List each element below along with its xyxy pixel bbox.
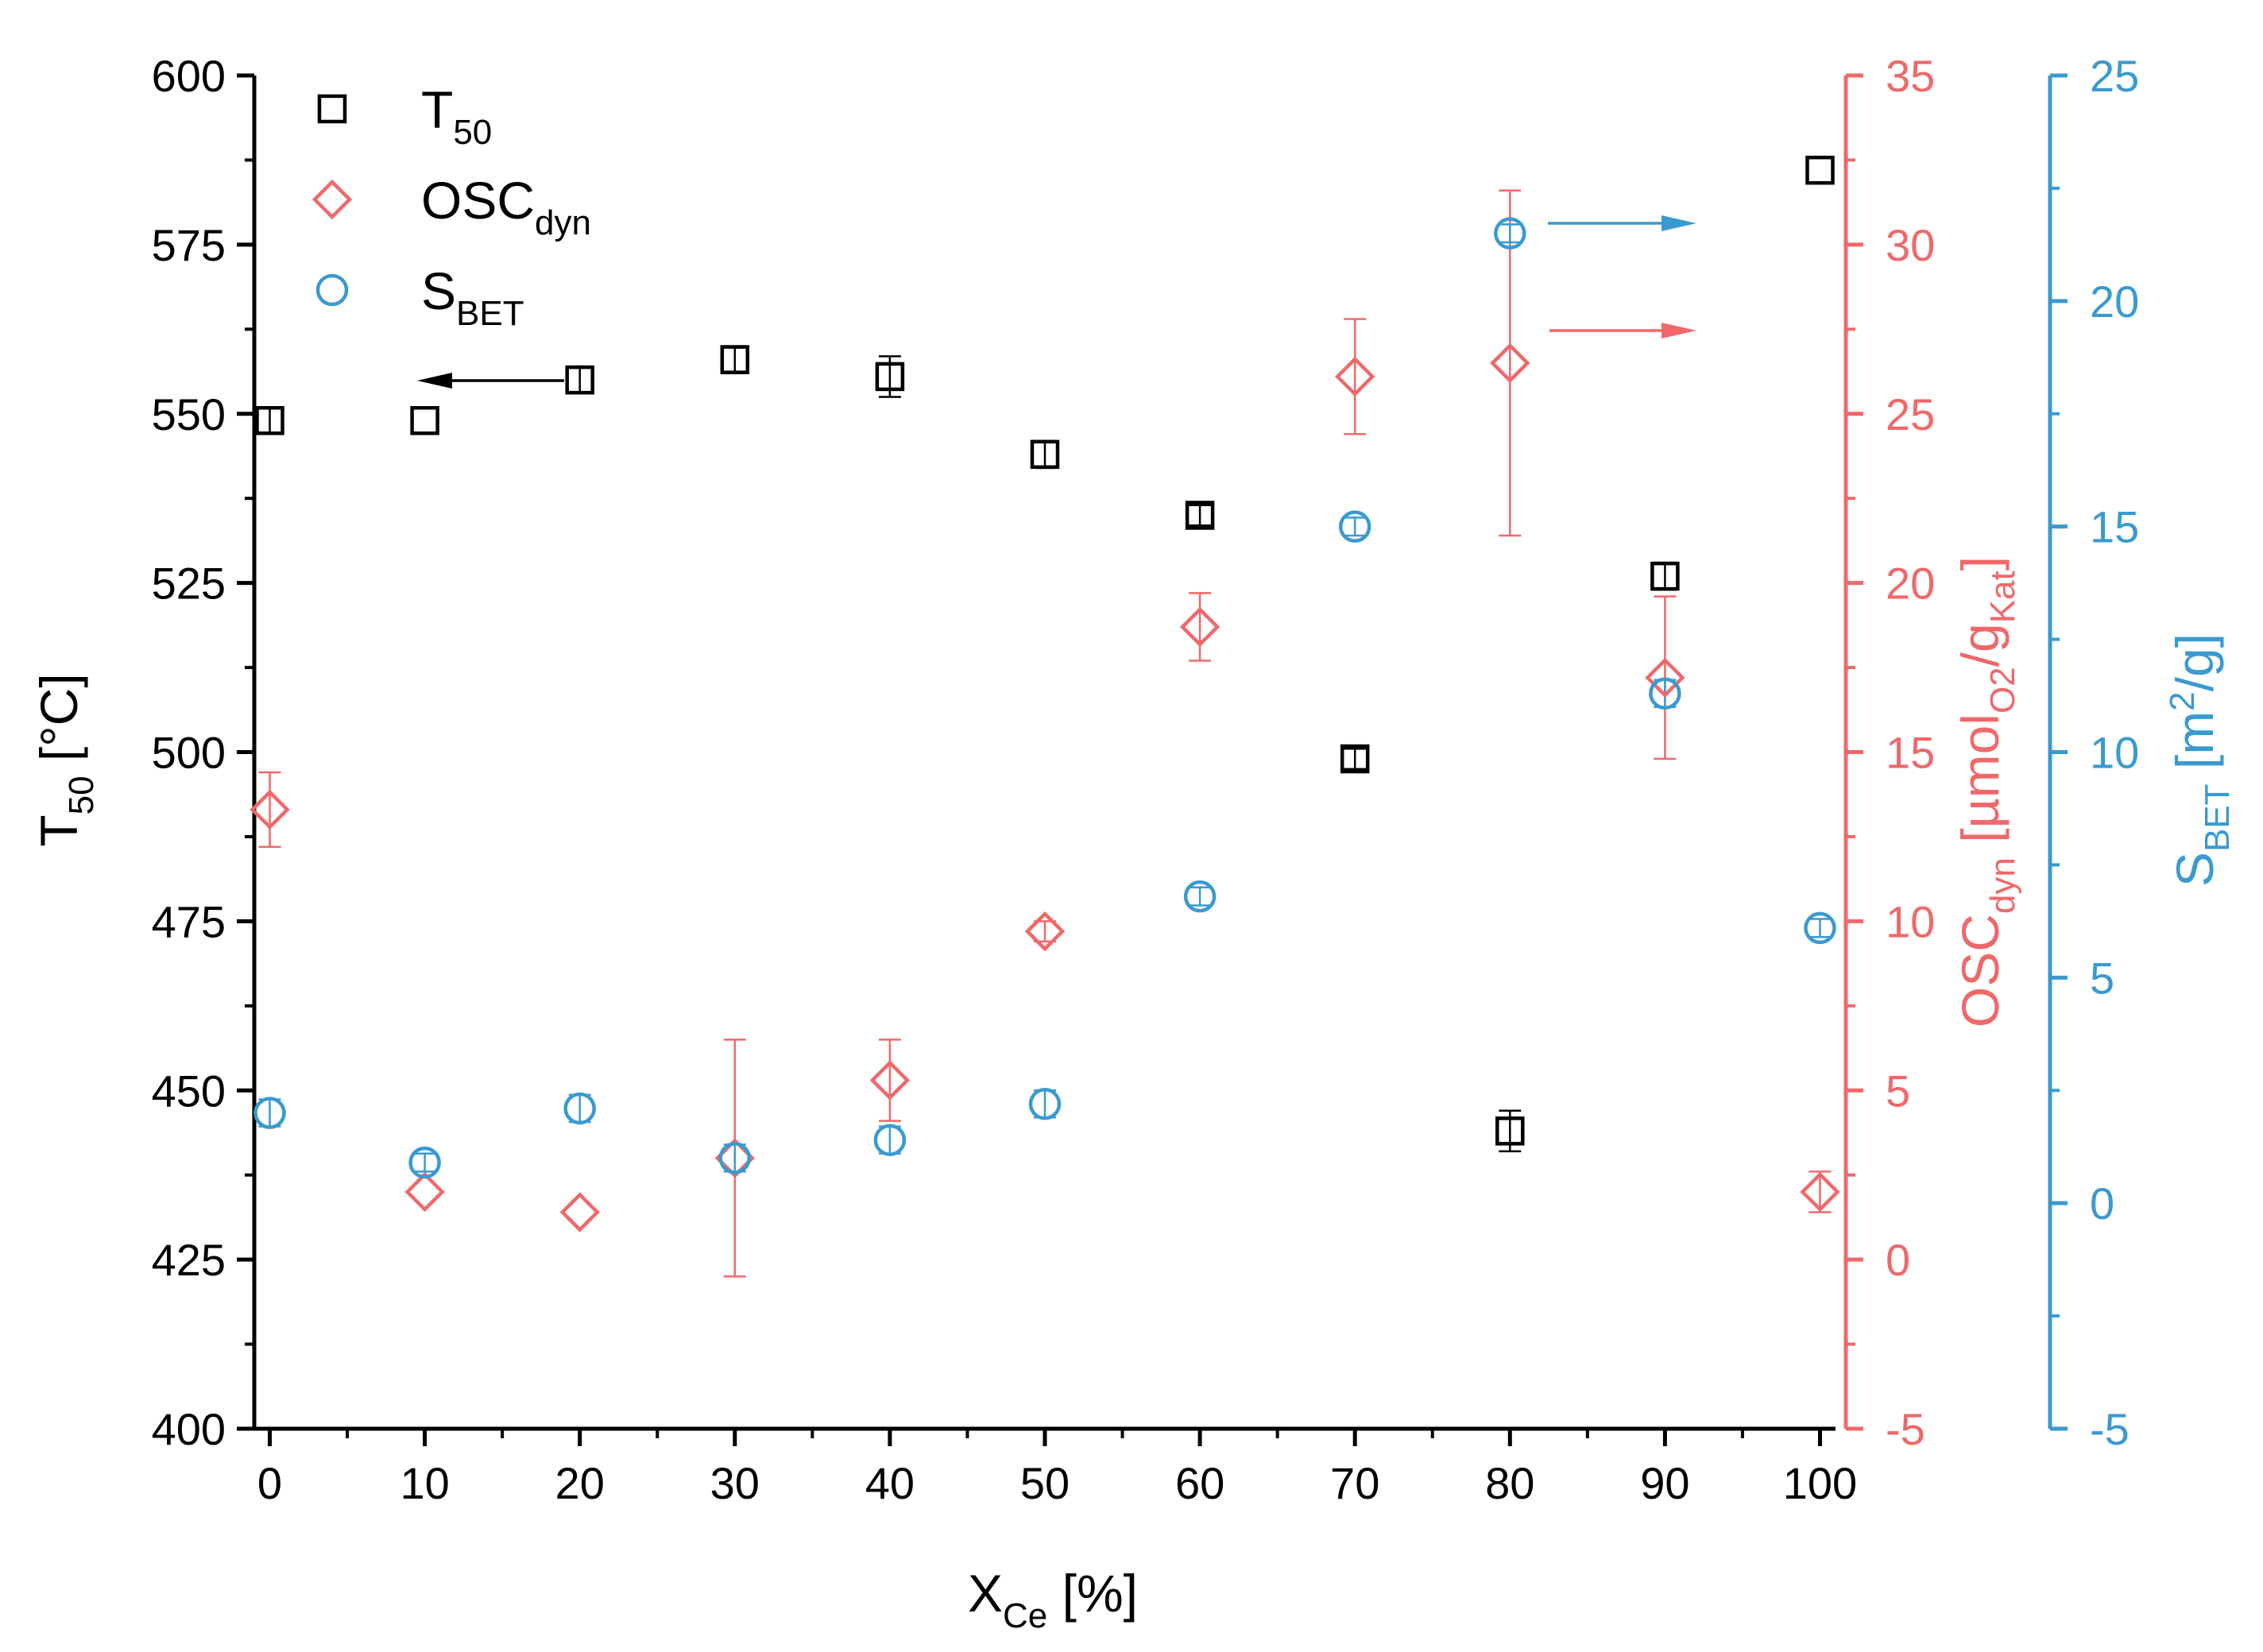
t50-point xyxy=(1650,561,1680,591)
arrow-head xyxy=(417,373,452,389)
legend-label: SBET xyxy=(421,261,524,333)
legend-sbet: SBET xyxy=(315,261,524,333)
x-tick-label: 0 xyxy=(257,1458,282,1508)
osc-point xyxy=(1645,657,1685,698)
sbet-point xyxy=(1338,510,1371,543)
osc-point xyxy=(250,789,290,830)
sbet-tick-label: 10 xyxy=(2090,728,2139,778)
t50-point xyxy=(720,345,750,374)
sbet-point xyxy=(408,1146,441,1179)
osc-point xyxy=(1800,1171,1840,1213)
legend-marker xyxy=(311,179,353,220)
legend-label: T50 xyxy=(421,80,492,152)
x-tick-label: 90 xyxy=(1640,1458,1689,1508)
osc-tick-label: 35 xyxy=(1886,51,1935,101)
left-tick-label: 475 xyxy=(152,896,226,946)
t50-point xyxy=(1805,155,1835,185)
osc-tick-label: -5 xyxy=(1886,1404,1925,1454)
x-tick-label: 50 xyxy=(1020,1458,1070,1508)
osc-point xyxy=(869,1060,911,1101)
t50-point xyxy=(410,406,439,435)
left-tick-label: 400 xyxy=(152,1404,226,1454)
error-bars-layer xyxy=(258,189,1832,1278)
sbet-tick-label: -5 xyxy=(2090,1404,2130,1454)
sbet-point xyxy=(718,1142,752,1174)
axis-arrows xyxy=(417,215,1696,389)
left-tick-label: 500 xyxy=(152,728,226,778)
x-tick-label: 70 xyxy=(1330,1458,1379,1508)
legend-marker xyxy=(315,273,349,307)
x-tick-label: 80 xyxy=(1485,1458,1534,1508)
osc-point xyxy=(1024,911,1066,952)
left-tick-label: 600 xyxy=(152,51,226,101)
sbet-point xyxy=(1649,677,1681,710)
x-tick-label: 30 xyxy=(710,1458,760,1508)
osc-axis-title: OSCdyn [µmolO2/gKat] xyxy=(1951,556,2022,1027)
t50-point xyxy=(1495,1116,1525,1146)
data-points-layer xyxy=(250,155,1840,1232)
sbet-tick-label: 15 xyxy=(2090,502,2139,552)
arrow-head xyxy=(1661,215,1696,231)
left-tick-label: 550 xyxy=(152,389,226,439)
legend-marker xyxy=(317,94,347,124)
x-tick-label: 60 xyxy=(1175,1458,1224,1508)
left-axis-title: T50 [°C] xyxy=(29,673,101,846)
osc-tick-label: 10 xyxy=(1886,896,1935,946)
sbet-point xyxy=(1028,1088,1062,1120)
osc-point xyxy=(559,1192,600,1232)
x-axis-title: XCe [%] xyxy=(968,1564,1138,1635)
osc-tick-label: 15 xyxy=(1886,728,1935,778)
osc-point xyxy=(1490,342,1530,384)
t50-point xyxy=(875,362,905,392)
sbet-tick-label: 20 xyxy=(2090,277,2139,327)
osc-tick-label: 25 xyxy=(1886,389,1935,439)
sbet-point xyxy=(1494,217,1526,250)
osc-tick-label: 0 xyxy=(1886,1235,1910,1285)
arrow-to-t50-axis xyxy=(417,373,564,389)
left-tick-label: 425 xyxy=(152,1235,226,1285)
sbet-tick-label: 0 xyxy=(2090,1178,2114,1228)
legend-t50: T50 xyxy=(317,80,492,152)
t50-point xyxy=(1340,744,1370,774)
t50-point xyxy=(255,406,284,435)
osc-tick-label: 5 xyxy=(1886,1066,1910,1116)
t50-point xyxy=(1030,439,1060,470)
x-tick-label: 100 xyxy=(1783,1458,1857,1508)
left-tick-label: 525 xyxy=(152,559,226,609)
sbet-tick-label: 25 xyxy=(2090,51,2139,101)
sbet-point xyxy=(1804,911,1836,945)
osc-point xyxy=(404,1171,445,1213)
osc-point xyxy=(1335,356,1375,397)
legend-label: OSCdyn xyxy=(421,171,591,242)
arrow-head xyxy=(1661,323,1696,339)
t50-point xyxy=(565,365,594,395)
left-tick-label: 450 xyxy=(152,1066,226,1116)
osc-tick-label: 20 xyxy=(1886,559,1935,609)
x-tick-label: 10 xyxy=(400,1458,449,1508)
left-tick-label: 575 xyxy=(152,220,226,270)
x-tick-label: 20 xyxy=(555,1458,605,1508)
osc-tick-label: 30 xyxy=(1886,220,1935,270)
arrow-to-osc-axis xyxy=(1549,323,1696,339)
sbet-axis-title: SBET [m2/g] xyxy=(2163,633,2237,887)
legend-osc: OSCdyn xyxy=(311,171,591,242)
sbet-point xyxy=(873,1124,907,1156)
osc-point xyxy=(1179,606,1220,648)
t50-point xyxy=(1185,501,1215,530)
sbet-point xyxy=(1183,880,1217,913)
legend: T50 OSCdyn SBET xyxy=(311,80,591,333)
sbet-point xyxy=(563,1092,596,1125)
sbet-tick-label: 5 xyxy=(2090,953,2114,1003)
sbet-point xyxy=(253,1097,286,1129)
arrow-to-sbet-axis xyxy=(1548,215,1696,231)
x-tick-label: 40 xyxy=(865,1458,915,1508)
